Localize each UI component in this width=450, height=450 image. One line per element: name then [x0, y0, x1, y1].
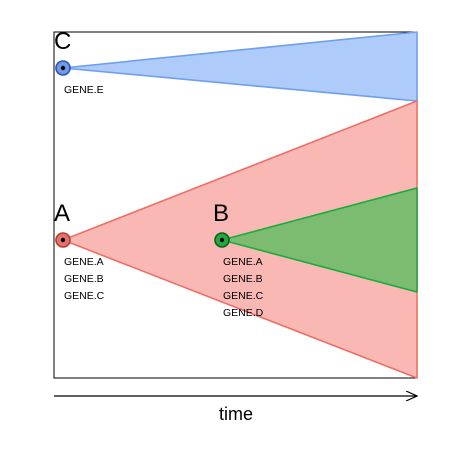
clone-b-gene: GENE.C	[223, 290, 264, 302]
clone-c-gene: GENE.E	[64, 84, 104, 96]
clone-c	[62, 31, 418, 102]
clone-b-origin-marker	[214, 232, 230, 248]
clone-b-gene: GENE.D	[223, 307, 264, 319]
clone-b-gene: GENE.B	[223, 273, 263, 285]
clone-c-wedge	[62, 31, 418, 102]
clone-a-origin-marker	[55, 232, 71, 248]
clone-c-label: C	[54, 28, 71, 55]
clone-c-origin-marker	[55, 60, 71, 76]
clone-a-label: A	[54, 200, 70, 227]
clone-b-gene: GENE.A	[223, 256, 263, 268]
time-axis-label: time	[219, 404, 253, 424]
clone-a-gene: GENE.B	[64, 273, 104, 285]
clone-a-gene: GENE.C	[64, 290, 105, 302]
clone-b	[221, 187, 418, 293]
clone-b-wedge	[221, 187, 418, 293]
clone-b-label: B	[213, 200, 229, 227]
clone-a-gene: GENE.A	[64, 256, 104, 268]
